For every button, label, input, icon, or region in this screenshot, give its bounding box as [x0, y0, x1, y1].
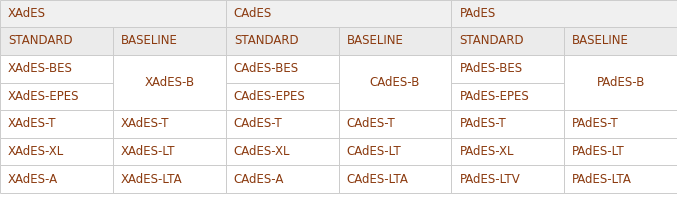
Bar	[564, 165, 677, 193]
Text: CAdES-BES: CAdES-BES	[234, 62, 299, 75]
Bar	[338, 165, 452, 193]
Bar	[338, 27, 452, 55]
Text: PAdES: PAdES	[460, 7, 496, 20]
Text: CAdES-T: CAdES-T	[234, 117, 282, 130]
Text: STANDARD: STANDARD	[8, 34, 72, 47]
Text: CAdES-LTA: CAdES-LTA	[347, 173, 408, 186]
Text: CAdES-A: CAdES-A	[234, 173, 284, 186]
Text: XAdES-BES: XAdES-BES	[8, 62, 73, 75]
Bar	[452, 55, 564, 83]
Text: PAdES-LTA: PAdES-LTA	[572, 173, 632, 186]
Text: XAdES-T: XAdES-T	[8, 117, 57, 130]
Text: BASELINE: BASELINE	[347, 34, 403, 47]
Bar	[0, 0, 225, 27]
Text: CAdES-XL: CAdES-XL	[234, 145, 290, 158]
Text: PAdES-LTV: PAdES-LTV	[460, 173, 520, 186]
Text: XAdES-LT: XAdES-LT	[121, 145, 175, 158]
Text: XAdES-LTA: XAdES-LTA	[121, 173, 183, 186]
Bar	[0, 165, 113, 193]
Bar	[564, 110, 677, 138]
Text: PAdES-B: PAdES-B	[596, 76, 645, 89]
Text: XAdES-B: XAdES-B	[144, 76, 194, 89]
Text: XAdES-A: XAdES-A	[8, 173, 58, 186]
Bar	[113, 110, 225, 138]
Text: PAdES-BES: PAdES-BES	[460, 62, 523, 75]
Bar	[225, 165, 338, 193]
Bar	[452, 138, 564, 165]
Bar	[564, 55, 677, 110]
Bar	[338, 138, 452, 165]
Text: PAdES-LT: PAdES-LT	[572, 145, 625, 158]
Bar	[564, 138, 677, 165]
Bar	[225, 55, 338, 83]
Bar	[225, 138, 338, 165]
Bar	[452, 27, 564, 55]
Bar	[225, 0, 452, 27]
Text: XAdES-T: XAdES-T	[121, 117, 169, 130]
Text: PAdES-T: PAdES-T	[460, 117, 506, 130]
Bar	[0, 27, 113, 55]
Bar	[0, 138, 113, 165]
Text: STANDARD: STANDARD	[234, 34, 299, 47]
Bar	[113, 138, 225, 165]
Text: XAdES-XL: XAdES-XL	[8, 145, 64, 158]
Bar	[338, 55, 452, 110]
Text: STANDARD: STANDARD	[460, 34, 524, 47]
Bar	[225, 27, 338, 55]
Bar	[564, 27, 677, 55]
Bar	[452, 110, 564, 138]
Bar	[338, 110, 452, 138]
Text: BASELINE: BASELINE	[121, 34, 178, 47]
Text: BASELINE: BASELINE	[572, 34, 629, 47]
Bar	[0, 83, 113, 110]
Bar	[225, 83, 338, 110]
Text: XAdES-EPES: XAdES-EPES	[8, 90, 80, 103]
Bar	[225, 110, 338, 138]
Text: PAdES-T: PAdES-T	[572, 117, 619, 130]
Bar	[0, 55, 113, 83]
Bar	[113, 27, 225, 55]
Bar	[452, 0, 677, 27]
Bar	[452, 83, 564, 110]
Text: PAdES-EPES: PAdES-EPES	[460, 90, 529, 103]
Bar	[113, 165, 225, 193]
Text: CAdES-T: CAdES-T	[347, 117, 395, 130]
Text: CAdES: CAdES	[234, 7, 272, 20]
Text: CAdES-B: CAdES-B	[370, 76, 420, 89]
Bar	[0, 110, 113, 138]
Bar	[452, 165, 564, 193]
Text: CAdES-EPES: CAdES-EPES	[234, 90, 305, 103]
Text: XAdES: XAdES	[8, 7, 46, 20]
Bar	[113, 55, 225, 110]
Text: CAdES-LT: CAdES-LT	[347, 145, 401, 158]
Text: PAdES-XL: PAdES-XL	[460, 145, 514, 158]
